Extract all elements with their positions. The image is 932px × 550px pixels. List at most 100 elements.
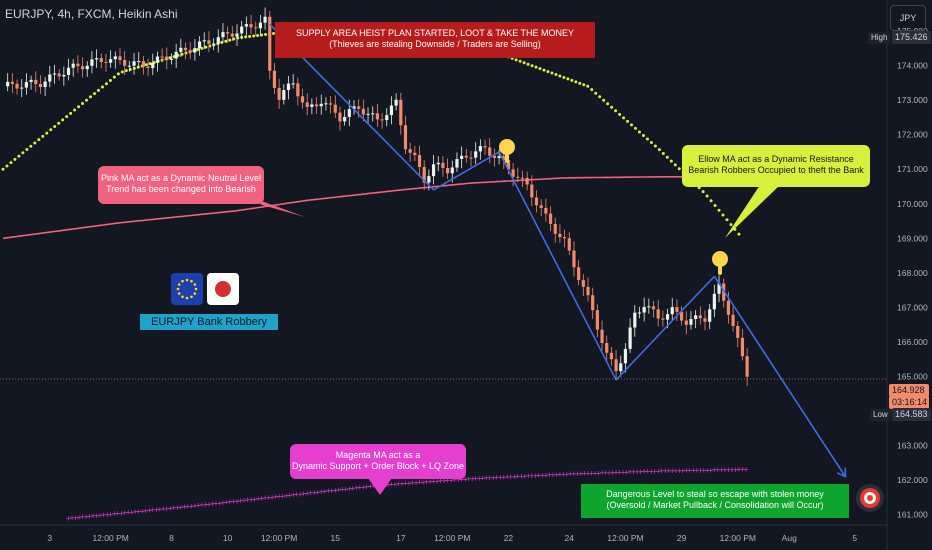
yellow-ma-dot: [45, 131, 49, 135]
candle-body: [235, 33, 239, 37]
candle-body: [80, 66, 85, 70]
candle-body: [310, 104, 314, 107]
magenta-callout-line2: Dynamic Support + Order Block + LQ Zone: [291, 461, 465, 471]
candle-body: [71, 63, 75, 68]
yellow-ma-dot: [108, 78, 112, 82]
candle-body: [202, 40, 206, 42]
candle-body: [169, 58, 174, 61]
eu-stars-icon: [176, 278, 198, 300]
candle-body: [731, 314, 735, 327]
magenta-ma-cross: +: [392, 480, 398, 488]
magenta-ma-cross: +: [578, 470, 584, 478]
magenta-ma-cross: +: [325, 487, 331, 495]
candle-body: [113, 56, 117, 60]
yellow-ma-dot: [562, 75, 566, 79]
candle-body: [263, 16, 267, 23]
yellow-ma-dot: [144, 63, 148, 67]
magenta-ma-cross: +: [69, 514, 75, 522]
candle-body: [99, 58, 103, 62]
pink-callout-line1: Pink MA act as a Dynamic Neutral Level: [100, 173, 262, 183]
yellow-ma-dot: [53, 124, 57, 128]
candle-body: [619, 363, 623, 372]
magenta-ma-cross: +: [438, 477, 444, 485]
time-tick-label: 8: [169, 533, 174, 543]
high-tag: High: [868, 32, 891, 44]
trendline-segment: [433, 151, 500, 191]
yellow-ma-dot: [29, 144, 33, 148]
yellow-ma-dot: [574, 80, 578, 84]
magenta-ma-cross: +: [638, 468, 644, 476]
magenta-ma-cross: +: [115, 510, 121, 518]
magenta-ma-cross: +: [283, 492, 289, 500]
magenta-ma-cross: +: [592, 469, 598, 477]
time-tick-label: 12:00 PM: [720, 533, 756, 543]
magenta-ma-cross: +: [329, 487, 335, 495]
yellow-ma-dot: [256, 33, 260, 37]
magenta-ma-cross: +: [596, 469, 602, 477]
trend-arrowhead: [836, 467, 847, 478]
candle-body: [586, 286, 590, 296]
magenta-ma-cross: +: [511, 473, 517, 481]
magenta-ma-cross: +: [476, 474, 482, 482]
candle-body: [127, 65, 131, 67]
time-tick-label: 29: [677, 533, 687, 543]
magenta-ma-cross: +: [399, 480, 405, 488]
magenta-ma-cross: +: [571, 470, 577, 478]
price-tick-label: 171.000: [897, 164, 928, 174]
candle-body: [633, 312, 637, 328]
yellow-ma-dot: [61, 118, 65, 122]
candle-body: [141, 61, 145, 67]
candle-body: [249, 24, 253, 28]
magenta-ma-cross: +: [532, 472, 538, 480]
magenta-ma-cross: +: [255, 495, 261, 503]
magenta-ma-cross: +: [132, 508, 138, 516]
magenta-ma-cross: +: [508, 473, 514, 481]
magenta-ma-cross: +: [718, 466, 724, 474]
candle-body: [296, 83, 300, 97]
candle-body: [694, 315, 698, 320]
magenta-ma-cross: +: [501, 473, 507, 481]
candle-body: [371, 113, 375, 115]
price-tick-label: 174.000: [897, 61, 928, 71]
candle-body: [286, 83, 291, 91]
magenta-ma-cross: +: [90, 512, 96, 520]
candle-body: [637, 312, 642, 314]
yellow-ma-dot: [578, 81, 582, 85]
candle-body: [422, 166, 426, 183]
magenta-ma-cross: +: [122, 509, 128, 517]
yellow-ma-dot: [514, 58, 518, 62]
candle-body: [66, 67, 71, 75]
magenta-ma-cross: +: [420, 478, 426, 486]
magenta-ma-cross: +: [462, 475, 468, 483]
yellow-ma-dot: [657, 148, 661, 152]
currency-button[interactable]: JPY: [890, 5, 926, 31]
magenta-ma-cross: +: [648, 468, 654, 476]
time-tick-label: 17: [396, 533, 406, 543]
candle-body: [212, 43, 216, 45]
price-tick-label: 168.000: [897, 268, 928, 278]
yellow-ma-dot: [614, 109, 618, 113]
candle-body: [329, 103, 333, 105]
yellow-ma-dot: [148, 62, 152, 66]
yellow-ma-dot: [81, 101, 85, 105]
candle-body: [268, 16, 272, 71]
time-tick-label: 12:00 PM: [434, 533, 470, 543]
candle-body: [506, 159, 511, 170]
magenta-ma-cross: +: [610, 469, 616, 477]
time-tick-label: 15: [331, 533, 341, 543]
candle-body: [558, 233, 562, 238]
yellow-ma-dot: [136, 65, 140, 69]
price-tick-label: 167.000: [897, 302, 928, 312]
candle-body: [511, 169, 515, 177]
yellow-ma-dot: [542, 68, 546, 72]
magenta-ma-cross: +: [174, 504, 180, 512]
candle-body: [581, 280, 585, 287]
magenta-ma-cross: +: [676, 467, 682, 475]
candle-body: [343, 116, 347, 122]
high-price-label: 175.426: [892, 31, 931, 44]
magenta-ma-cross: +: [536, 472, 542, 480]
magenta-ma-cross: +: [715, 466, 721, 474]
candle-body: [34, 79, 38, 85]
candle-body: [478, 146, 482, 152]
